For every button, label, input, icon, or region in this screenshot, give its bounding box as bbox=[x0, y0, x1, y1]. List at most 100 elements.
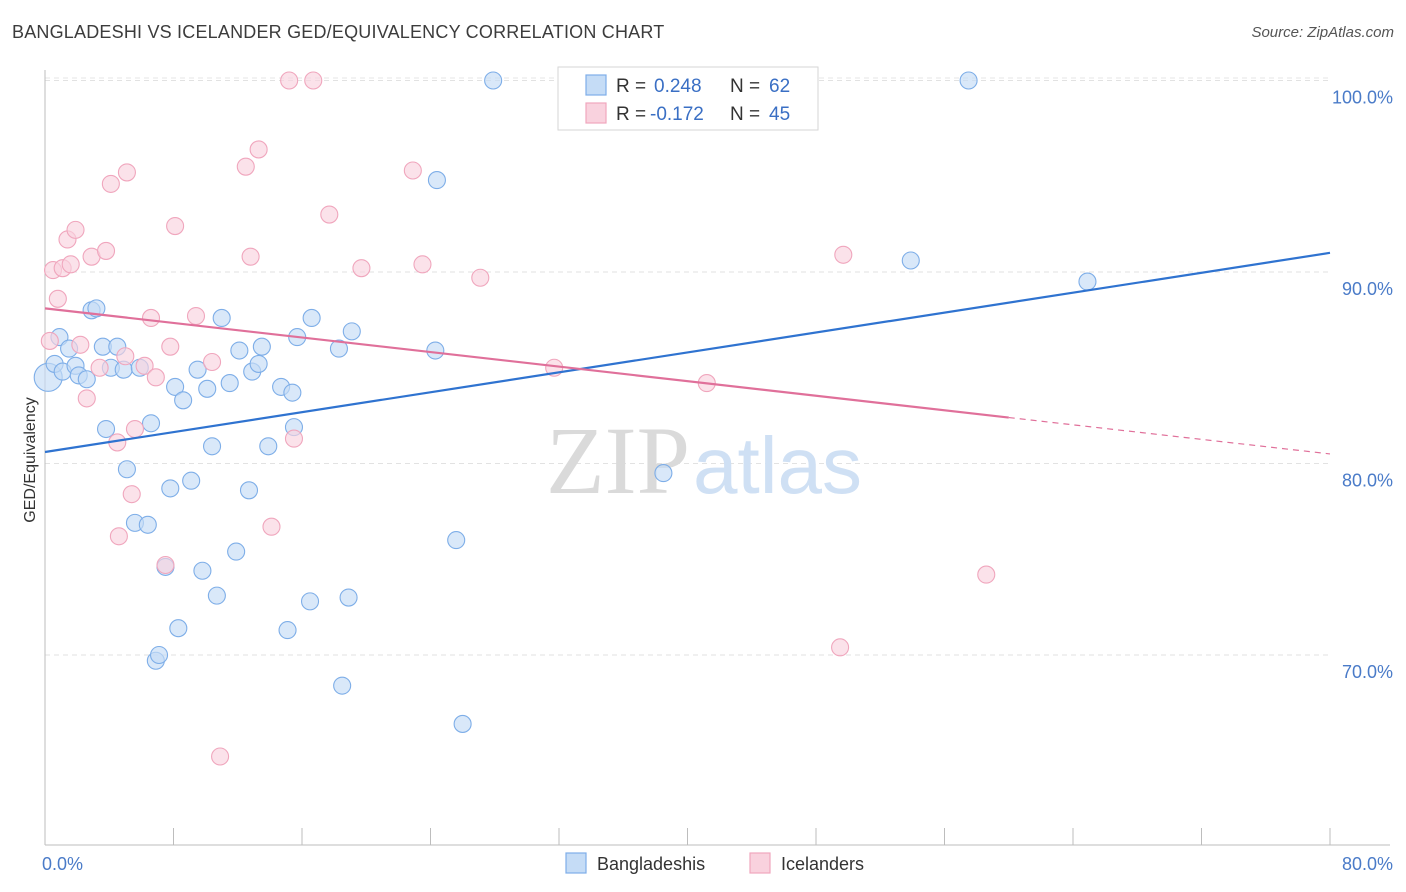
icelander-point-31 bbox=[262, 517, 281, 536]
bangladeshi-point-61 bbox=[1078, 272, 1097, 291]
series-legend: Bangladeshis Icelanders bbox=[565, 852, 864, 874]
icelander-point-16 bbox=[117, 163, 136, 182]
icelander-point-8 bbox=[77, 389, 96, 408]
icelander-point-34 bbox=[304, 71, 323, 90]
icelander-trend-extension bbox=[1008, 416, 1331, 455]
icelander-point-35 bbox=[320, 205, 339, 224]
bangladeshi-point-21 bbox=[149, 645, 169, 665]
icelander-point-44 bbox=[977, 565, 996, 584]
icelander-point-33 bbox=[284, 429, 304, 448]
bangladeshi-trend-line bbox=[44, 251, 1331, 454]
bangladeshi-point-57 bbox=[484, 71, 503, 90]
icelander-point-2 bbox=[48, 289, 67, 308]
icelander-point-22 bbox=[156, 555, 175, 575]
watermark-zip: ZIP bbox=[546, 407, 690, 514]
axes bbox=[44, 70, 1390, 846]
y-tick-label-2: 80.0% bbox=[1342, 471, 1393, 491]
bangladeshi-point-32 bbox=[207, 586, 226, 605]
icelander-point-17 bbox=[122, 485, 141, 504]
bangladeshi-point-34 bbox=[220, 374, 239, 393]
bangladeshi-point-39 bbox=[249, 354, 268, 373]
bottom-legend-bangladeshis: Bangladeshis bbox=[597, 854, 705, 874]
icelander-point-15 bbox=[116, 347, 135, 366]
icelander-point-27 bbox=[211, 747, 230, 766]
icelander-point-36 bbox=[352, 259, 371, 278]
icelander-point-38 bbox=[413, 255, 432, 274]
icelander-point-10 bbox=[90, 358, 109, 377]
icelander-point-39 bbox=[471, 268, 490, 287]
bangladeshi-point-29 bbox=[193, 561, 212, 580]
legend-n-value-1: 62 bbox=[769, 76, 790, 97]
bottom-legend-swatch-icelanders bbox=[749, 852, 771, 874]
trend-lines bbox=[44, 251, 1331, 455]
y-tick-label-0: 100.0% bbox=[1332, 88, 1393, 108]
bangladeshi-point-40 bbox=[252, 337, 271, 356]
data-points bbox=[33, 71, 1097, 766]
bangladeshi-point-18 bbox=[138, 515, 157, 534]
icelander-point-21 bbox=[146, 368, 165, 387]
y-tick-label-3: 70.0% bbox=[1342, 662, 1393, 682]
source-label: Source: ZipAtlas.com bbox=[1251, 24, 1394, 41]
bangladeshi-point-23 bbox=[161, 479, 180, 498]
bangladeshi-point-48 bbox=[302, 308, 321, 328]
chart-title: BANGLADESHI VS ICELANDER GED/EQUIVALENCY… bbox=[12, 22, 665, 42]
bangladeshi-point-49 bbox=[329, 339, 348, 358]
icelander-point-7 bbox=[71, 335, 90, 354]
icelander-point-30 bbox=[249, 140, 268, 159]
bangladeshi-point-47 bbox=[300, 592, 320, 611]
bangladeshi-point-25 bbox=[169, 619, 188, 638]
bangladeshi-point-11 bbox=[96, 419, 116, 439]
bangladeshi-point-54 bbox=[427, 171, 446, 190]
legend-r-label-1: R = bbox=[616, 76, 646, 97]
watermark-atlas: atlas bbox=[693, 421, 862, 510]
icelander-trend-line bbox=[44, 307, 1009, 419]
icelander-point-0 bbox=[40, 331, 59, 350]
icelander-point-6 bbox=[66, 220, 85, 239]
bangladeshi-point-58 bbox=[654, 464, 673, 483]
icelander-point-5 bbox=[61, 255, 80, 274]
bangladeshi-point-31 bbox=[203, 437, 222, 456]
bangladeshi-point-19 bbox=[141, 414, 161, 433]
bangladeshi-point-30 bbox=[198, 379, 217, 398]
legend-r-label-2: R = bbox=[616, 104, 646, 125]
bangladeshi-point-15 bbox=[117, 460, 136, 479]
icelander-point-11 bbox=[96, 241, 116, 260]
legend-n-value-2: 45 bbox=[769, 104, 790, 125]
legend-swatch-bangladeshis bbox=[585, 74, 607, 96]
legend-swatch-icelanders bbox=[585, 102, 607, 124]
legend-n-label-2: N = bbox=[730, 104, 760, 125]
icelander-point-20 bbox=[141, 308, 161, 328]
bangladeshi-point-59 bbox=[901, 251, 920, 270]
bangladeshi-point-43 bbox=[278, 621, 297, 640]
bangladeshi-point-33 bbox=[212, 308, 231, 328]
icelander-point-29 bbox=[241, 247, 260, 266]
icelander-point-23 bbox=[161, 337, 180, 356]
bangladeshi-point-37 bbox=[239, 481, 259, 500]
bangladeshi-point-51 bbox=[339, 588, 358, 607]
legend-r-value-2: -0.172 bbox=[650, 104, 704, 125]
bangladeshi-point-55 bbox=[447, 531, 466, 550]
bangladeshi-point-60 bbox=[959, 71, 978, 90]
bangladeshi-point-56 bbox=[453, 714, 472, 733]
icelander-point-24 bbox=[166, 216, 185, 236]
stats-legend: R = 0.248 N = 62 R = -0.172 N = 45 bbox=[557, 66, 819, 131]
bangladeshi-point-35 bbox=[227, 542, 246, 561]
icelander-point-12 bbox=[101, 174, 120, 193]
bangladeshi-point-36 bbox=[230, 341, 249, 360]
bangladeshi-point-7 bbox=[77, 370, 96, 389]
icelander-point-25 bbox=[186, 306, 206, 326]
y-tick-labels: 100.0% 90.0% 80.0% 70.0% bbox=[1332, 88, 1393, 683]
bangladeshi-point-44 bbox=[283, 383, 302, 402]
icelander-point-19 bbox=[135, 356, 154, 375]
x-tick-label-1: 80.0% bbox=[1342, 854, 1393, 874]
bangladeshi-point-27 bbox=[182, 471, 201, 490]
icelander-point-14 bbox=[109, 527, 128, 546]
watermark: ZIP atlas bbox=[546, 407, 862, 514]
icelander-point-18 bbox=[125, 419, 144, 439]
bottom-legend-swatch-bangladeshis bbox=[565, 852, 587, 874]
y-tick-label-1: 90.0% bbox=[1342, 279, 1393, 299]
y-axis-label: GED/Equivalency bbox=[22, 397, 39, 522]
legend-r-value-1: 0.248 bbox=[654, 76, 702, 97]
bangladeshi-point-24 bbox=[166, 377, 185, 396]
